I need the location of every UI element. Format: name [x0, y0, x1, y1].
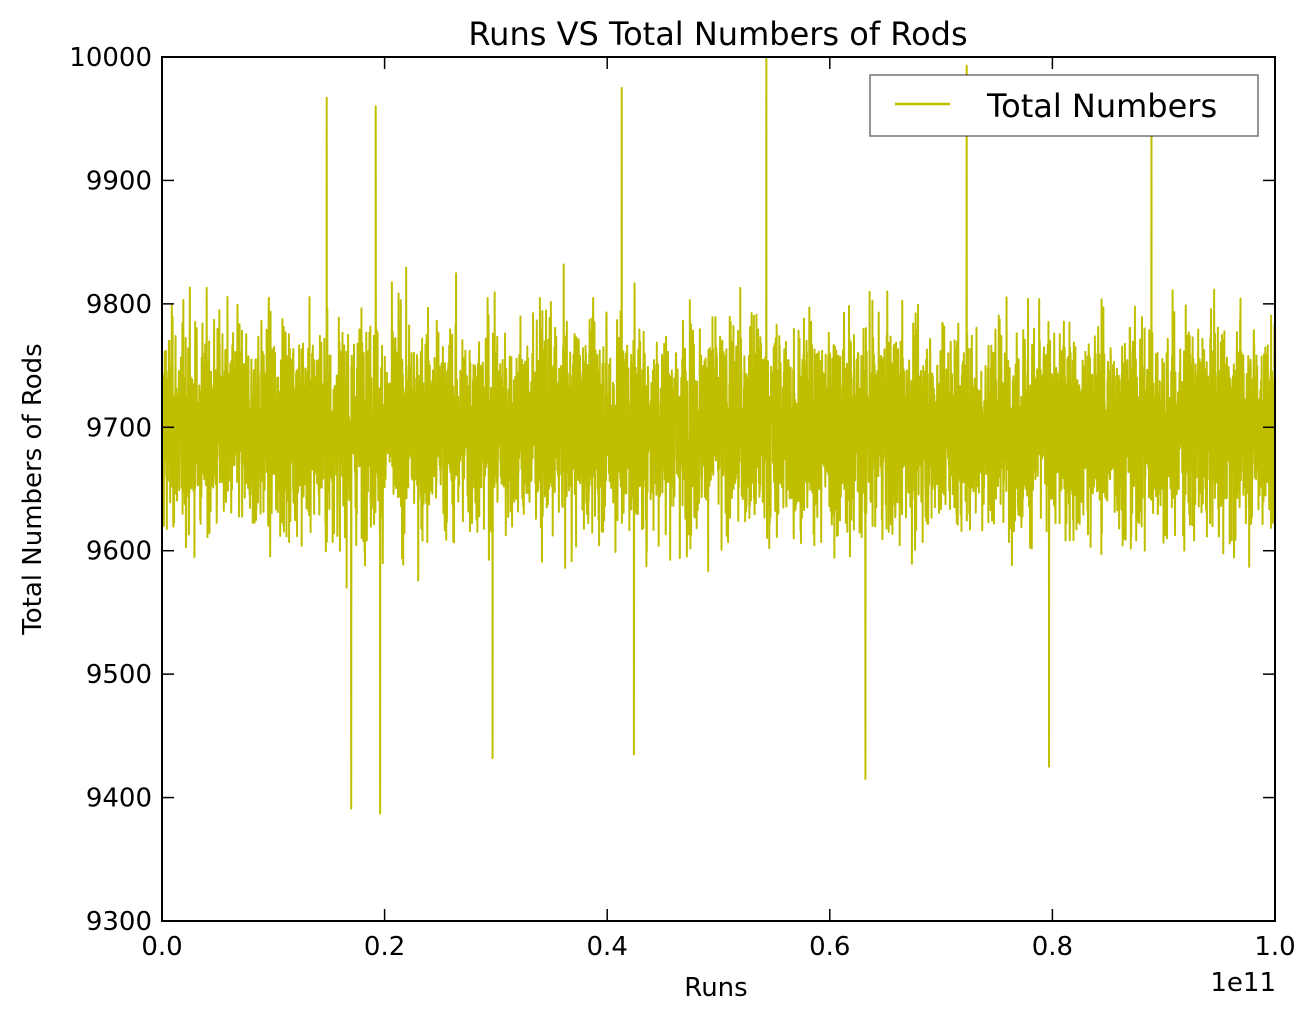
chart-title: Runs VS Total Numbers of Rods: [468, 15, 967, 53]
series-layer: [161, 56, 1276, 815]
x-tick-label: 0.4: [587, 932, 628, 962]
x-tick-label: 0.8: [1032, 932, 1073, 962]
x-axis-label: Runs: [684, 973, 747, 1003]
x-tick-label: 1.0: [1254, 932, 1295, 962]
axes-frame: [161, 56, 1276, 922]
y-tick-label: 9500: [86, 660, 152, 690]
y-tick-label: 10000: [69, 43, 152, 73]
legend: Total Numbers: [869, 74, 1259, 137]
y-axis-ticks: 9300 9400 9500 9600 9700 9800 9900 10000: [69, 43, 1275, 937]
legend-box: [869, 74, 1259, 137]
y-axis-label: Total Numbers of Rods: [18, 343, 48, 635]
y-tick-label: 9900: [86, 166, 152, 196]
series-line-total-numbers: [161, 56, 1276, 815]
y-tick-label: 9400: [86, 784, 152, 814]
x-tick-label: 0.6: [809, 932, 850, 962]
x-axis-ticks: 0.0 0.2 0.4 0.6 0.8 1.0: [141, 57, 1296, 962]
legend-label-total-numbers: Total Numbers: [986, 87, 1217, 125]
x-axis-offset-label: 1e11: [1210, 968, 1276, 998]
y-tick-label: 9600: [86, 537, 152, 567]
x-tick-label: 0.2: [364, 932, 405, 962]
y-tick-label: 9300: [86, 907, 152, 937]
y-tick-label: 9800: [86, 290, 152, 320]
x-tick-label: 0.0: [141, 932, 182, 962]
y-tick-label: 9700: [86, 413, 152, 443]
